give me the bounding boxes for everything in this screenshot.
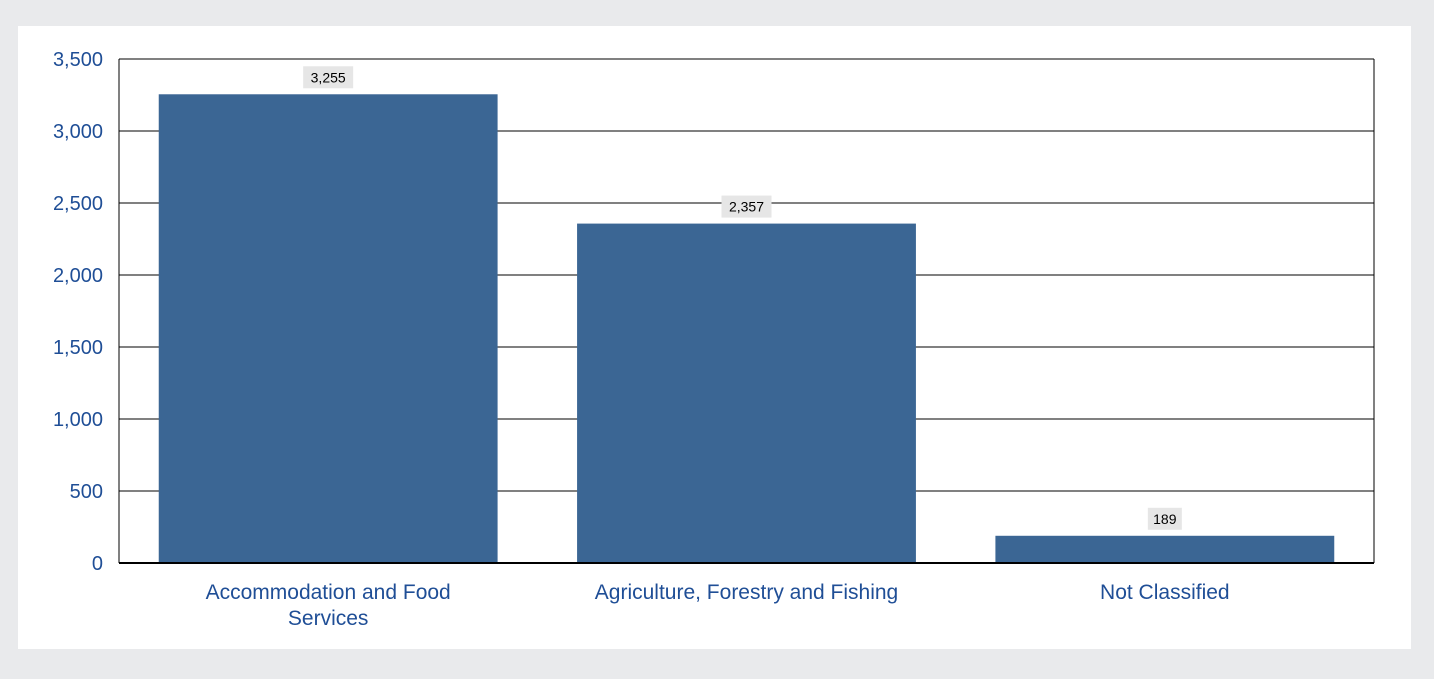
y-tick-label: 1,000 bbox=[53, 409, 103, 431]
y-tick-label: 2,000 bbox=[53, 265, 103, 287]
y-tick-label: 3,500 bbox=[53, 49, 103, 71]
bar[interactable] bbox=[995, 535, 1335, 563]
x-tick-label: Services bbox=[288, 607, 369, 630]
y-tick-label: 500 bbox=[70, 481, 103, 503]
y-tick-label: 2,500 bbox=[53, 193, 103, 215]
bars bbox=[158, 94, 1335, 564]
data-label: 2,357 bbox=[729, 199, 764, 215]
x-tick-label: Not Classified bbox=[1100, 581, 1230, 604]
y-axis: 0 500 1,000 1,500 2,000 2,500 3,000 3,500 bbox=[53, 49, 120, 575]
bar[interactable] bbox=[577, 223, 916, 564]
y-tick-label: 0 bbox=[92, 553, 103, 575]
data-label: 3,255 bbox=[311, 69, 346, 85]
x-axis: Accommodation and Food Services Agricultur… bbox=[119, 562, 1374, 630]
y-tick-label: 3,000 bbox=[53, 121, 103, 143]
data-labels: 3,255 2,357 189 bbox=[303, 66, 1182, 530]
x-tick-label: Accommodation and Food bbox=[206, 581, 451, 604]
data-label: 189 bbox=[1153, 511, 1177, 527]
bar[interactable] bbox=[158, 94, 498, 563]
data-label-box bbox=[721, 195, 772, 218]
y-tick-label: 1,500 bbox=[53, 337, 103, 359]
data-label-box bbox=[303, 66, 354, 89]
x-tick-label: Agriculture, Forestry and Fishing bbox=[595, 581, 898, 604]
data-label-box bbox=[1147, 507, 1182, 530]
